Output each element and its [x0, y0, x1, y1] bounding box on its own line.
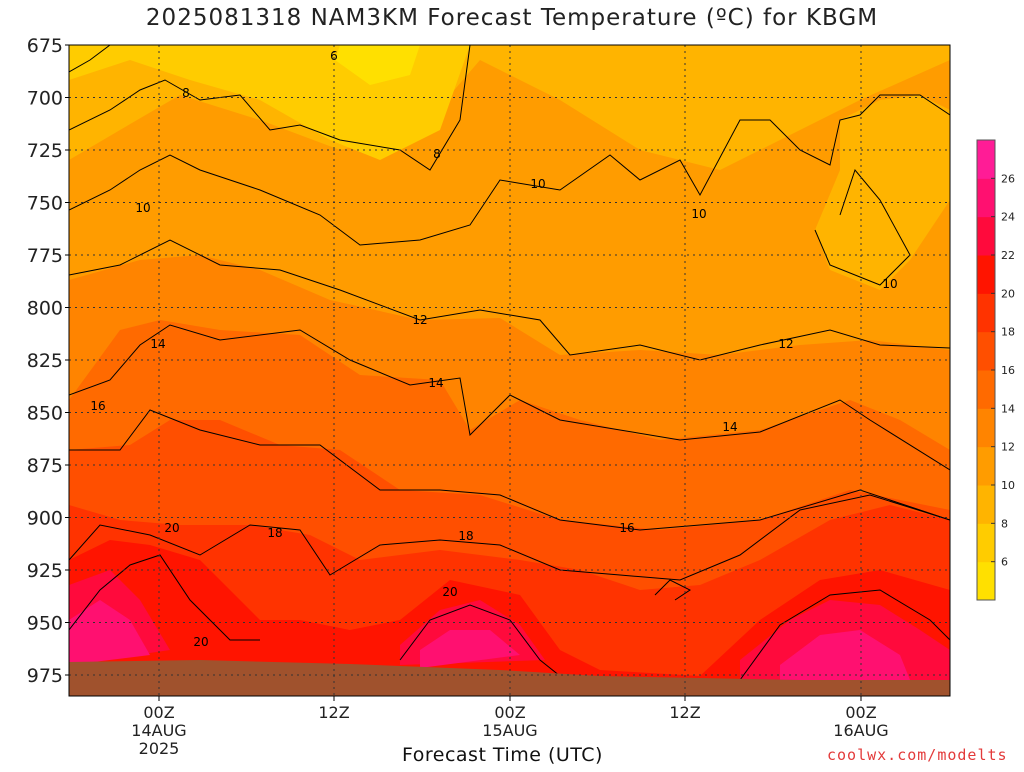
contour-line — [69, 494, 950, 581]
colorbar-swatch — [977, 293, 995, 333]
colorbar-tick-label: 18 — [1001, 326, 1015, 339]
y-tick-label: 850 — [27, 403, 63, 425]
contour-label: 14 — [722, 420, 737, 434]
y-tick-label: 925 — [27, 560, 63, 582]
y-tick-label: 775 — [27, 245, 63, 267]
contour-label: 18 — [458, 529, 473, 543]
x-tick-sublabel: 2025 — [139, 739, 180, 758]
colorbar-tick-label: 16 — [1001, 364, 1015, 377]
colorbar-swatch — [977, 446, 995, 486]
contour-label: 14 — [150, 337, 165, 351]
colorbar-tick-label: 14 — [1001, 402, 1015, 415]
colorbar-swatch — [977, 255, 995, 294]
contour-line — [69, 324, 950, 471]
contour-label: 12 — [412, 313, 427, 327]
y-tick-label: 800 — [27, 298, 63, 320]
colorbar-tick-label: 12 — [1001, 441, 1015, 454]
x-tick-sublabel: 15AUG — [482, 721, 537, 740]
contour-line — [654, 579, 691, 601]
contour-label: 20 — [442, 585, 457, 599]
colorbar-swatch — [977, 178, 995, 218]
y-tick-label: 950 — [27, 613, 63, 635]
contour-line — [739, 589, 950, 681]
x-tick-label: 00Z — [143, 703, 174, 722]
y-tick-label: 875 — [27, 455, 63, 477]
contour-line — [69, 554, 260, 641]
y-tick-label: 675 — [27, 35, 63, 57]
y-tick-label: 975 — [27, 665, 63, 687]
y-tick-label: 900 — [27, 508, 63, 530]
colorbar-swatch — [977, 216, 995, 256]
contour-label: 8 — [182, 86, 190, 100]
y-tick-label: 825 — [27, 350, 63, 372]
contour-line — [69, 45, 471, 171]
colorbar-tick-label: 26 — [1001, 172, 1015, 185]
temperature-band — [69, 600, 150, 665]
temperature-band — [420, 630, 520, 668]
x-tick-sublabel: 16AUG — [833, 721, 888, 740]
contour-line — [69, 94, 950, 246]
contour-label: 10 — [135, 201, 150, 215]
contour-line — [69, 45, 111, 73]
contour-line — [399, 604, 561, 677]
y-tick-label: 700 — [27, 88, 63, 110]
contour-label: 8 — [433, 147, 441, 161]
x-tick-label: 00Z — [494, 703, 525, 722]
colorbar-swatch — [977, 485, 995, 524]
chart-title: 2025081318 NAM3KM Forecast Temperature (… — [145, 5, 879, 31]
y-tick-label: 725 — [27, 140, 63, 162]
contour-label: 12 — [778, 337, 793, 351]
colorbar-tick-label: 24 — [1001, 211, 1015, 224]
colorbar-tick-label: 8 — [1001, 517, 1008, 530]
x-tick-label: 00Z — [845, 703, 876, 722]
temperature-band — [815, 95, 950, 290]
colorbar-swatch — [977, 140, 995, 179]
credit-text: coolwx.com/modelts — [827, 746, 1008, 764]
colorbar-tick-label: 22 — [1001, 249, 1015, 262]
colorbar-swatch — [977, 331, 995, 371]
contour-label: 16 — [619, 521, 634, 535]
contour-label: 18 — [267, 526, 282, 540]
x-tick-label: 12Z — [318, 703, 349, 722]
colorbar-tick-label: 6 — [1001, 556, 1008, 569]
contour-line — [69, 409, 950, 531]
temperature-band — [69, 540, 950, 696]
y-tick-label: 750 — [27, 193, 63, 215]
colorbar-swatch — [977, 370, 995, 409]
contour-label: 10 — [691, 207, 706, 221]
x-tick-label: 12Z — [669, 703, 700, 722]
contour-label: 10 — [530, 177, 545, 191]
colorbar-tick-label: 20 — [1001, 287, 1015, 300]
x-axis-title: Forecast Time (UTC) — [402, 744, 603, 766]
colorbar-swatch — [977, 408, 995, 448]
contour-label: 6 — [330, 49, 338, 63]
colorbar-swatch — [977, 523, 995, 563]
contour-label: 20 — [193, 635, 208, 649]
contour-label: 20 — [164, 521, 179, 535]
x-tick-sublabel: 14AUG — [131, 721, 186, 740]
temperature-band — [335, 45, 420, 85]
ground-strip — [69, 660, 950, 696]
colorbar-swatch — [977, 561, 995, 601]
contour-label: 10 — [882, 277, 897, 291]
temperature-band — [780, 630, 910, 685]
colorbar-tick-label: 10 — [1001, 479, 1015, 492]
contour-label: 16 — [90, 399, 105, 413]
contour-label: 14 — [428, 376, 443, 390]
